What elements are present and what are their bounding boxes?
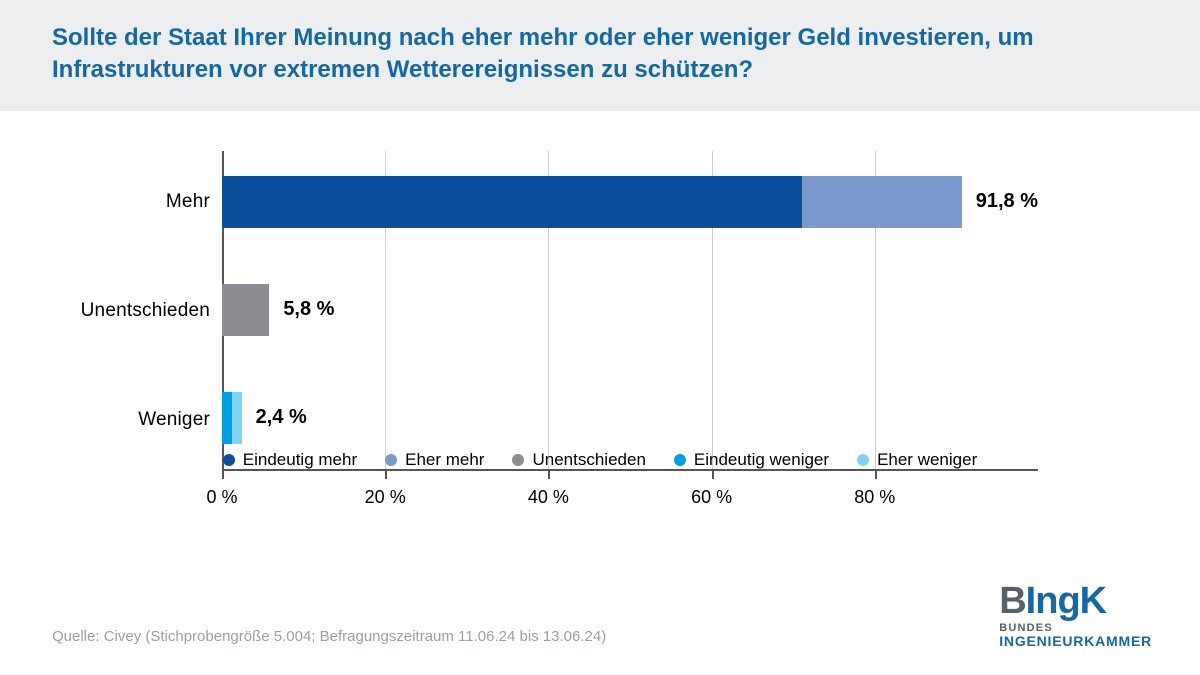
- x-tick-label: 0 %: [206, 487, 237, 508]
- bar-value-label: 5,8 %: [283, 298, 334, 321]
- bar-segment: [232, 392, 242, 444]
- bar: [222, 176, 962, 228]
- x-tick-label: 60 %: [691, 487, 732, 508]
- logo: BIngK BUNDES INGENIEURKAMMER: [999, 582, 1152, 649]
- y-axis-labels: Mehr Unentschieden Weniger: [52, 151, 222, 471]
- legend-label: Unentschieden: [532, 450, 645, 470]
- x-tick-label: 80 %: [854, 487, 895, 508]
- bar-segment: [222, 392, 232, 444]
- x-tick-label: 40 %: [528, 487, 569, 508]
- bar-value-label: 2,4 %: [256, 406, 307, 429]
- legend-item: Unentschieden: [512, 450, 645, 470]
- y-tick-label: Mehr: [166, 191, 210, 213]
- x-tick-label: 20 %: [365, 487, 406, 508]
- bar: [222, 392, 242, 444]
- legend-label: Eindeutig mehr: [243, 450, 357, 470]
- y-tick-label: Weniger: [138, 409, 210, 431]
- chart: Mehr Unentschieden Weniger 91,8 % 5,8 % 2,4 …: [0, 111, 1200, 471]
- bar-segment: [222, 284, 269, 336]
- legend-swatch: [385, 454, 397, 466]
- x-tick-mark: [712, 469, 714, 479]
- legend-item: Eindeutig mehr: [223, 450, 357, 470]
- bar-segment: [222, 176, 802, 228]
- bar-row: 91,8 %: [222, 176, 1038, 228]
- logo-subtext-2: INGENIEURKAMMER: [999, 633, 1152, 649]
- x-tick-mark: [875, 469, 877, 479]
- bar-row: 5,8 %: [222, 284, 1038, 336]
- legend-label: Eindeutig weniger: [694, 450, 829, 470]
- bar-row: 2,4 %: [222, 392, 1038, 444]
- legend-swatch: [674, 454, 686, 466]
- y-tick-label: Unentschieden: [81, 300, 210, 322]
- header: Sollte der Staat Ihrer Meinung nach eher…: [0, 0, 1200, 111]
- bar: [222, 284, 269, 336]
- legend-item: Eher mehr: [385, 450, 484, 470]
- bar-value-label: 91,8 %: [976, 190, 1038, 213]
- x-tick-mark: [222, 469, 224, 479]
- x-tick-mark: [548, 469, 550, 479]
- legend-label: Eher mehr: [405, 450, 484, 470]
- logo-letter-b: B: [999, 580, 1025, 622]
- legend-label: Eher weniger: [877, 450, 977, 470]
- chart-title: Sollte der Staat Ihrer Meinung nach eher…: [52, 22, 1148, 87]
- source-text: Quelle: Civey (Stichprobengröße 5.004; B…: [52, 628, 606, 645]
- legend-swatch: [857, 454, 869, 466]
- plot-area: 91,8 % 5,8 % 2,4 %: [222, 151, 1038, 471]
- legend-swatch: [512, 454, 524, 466]
- legend: Eindeutig mehr Eher mehr Unentschieden Eind…: [52, 450, 1148, 470]
- logo-letters-ingk: IngK: [1026, 580, 1106, 622]
- bar-segment: [802, 176, 962, 228]
- legend-swatch: [223, 454, 235, 466]
- legend-item: Eher weniger: [857, 450, 977, 470]
- x-tick-mark: [385, 469, 387, 479]
- logo-wordmark: BIngK: [999, 582, 1152, 620]
- plot: Mehr Unentschieden Weniger 91,8 % 5,8 % 2,4 …: [52, 151, 1148, 471]
- legend-item: Eindeutig weniger: [674, 450, 829, 470]
- x-axis-ticks: 0 %20 %40 %60 %80 %: [222, 471, 1038, 511]
